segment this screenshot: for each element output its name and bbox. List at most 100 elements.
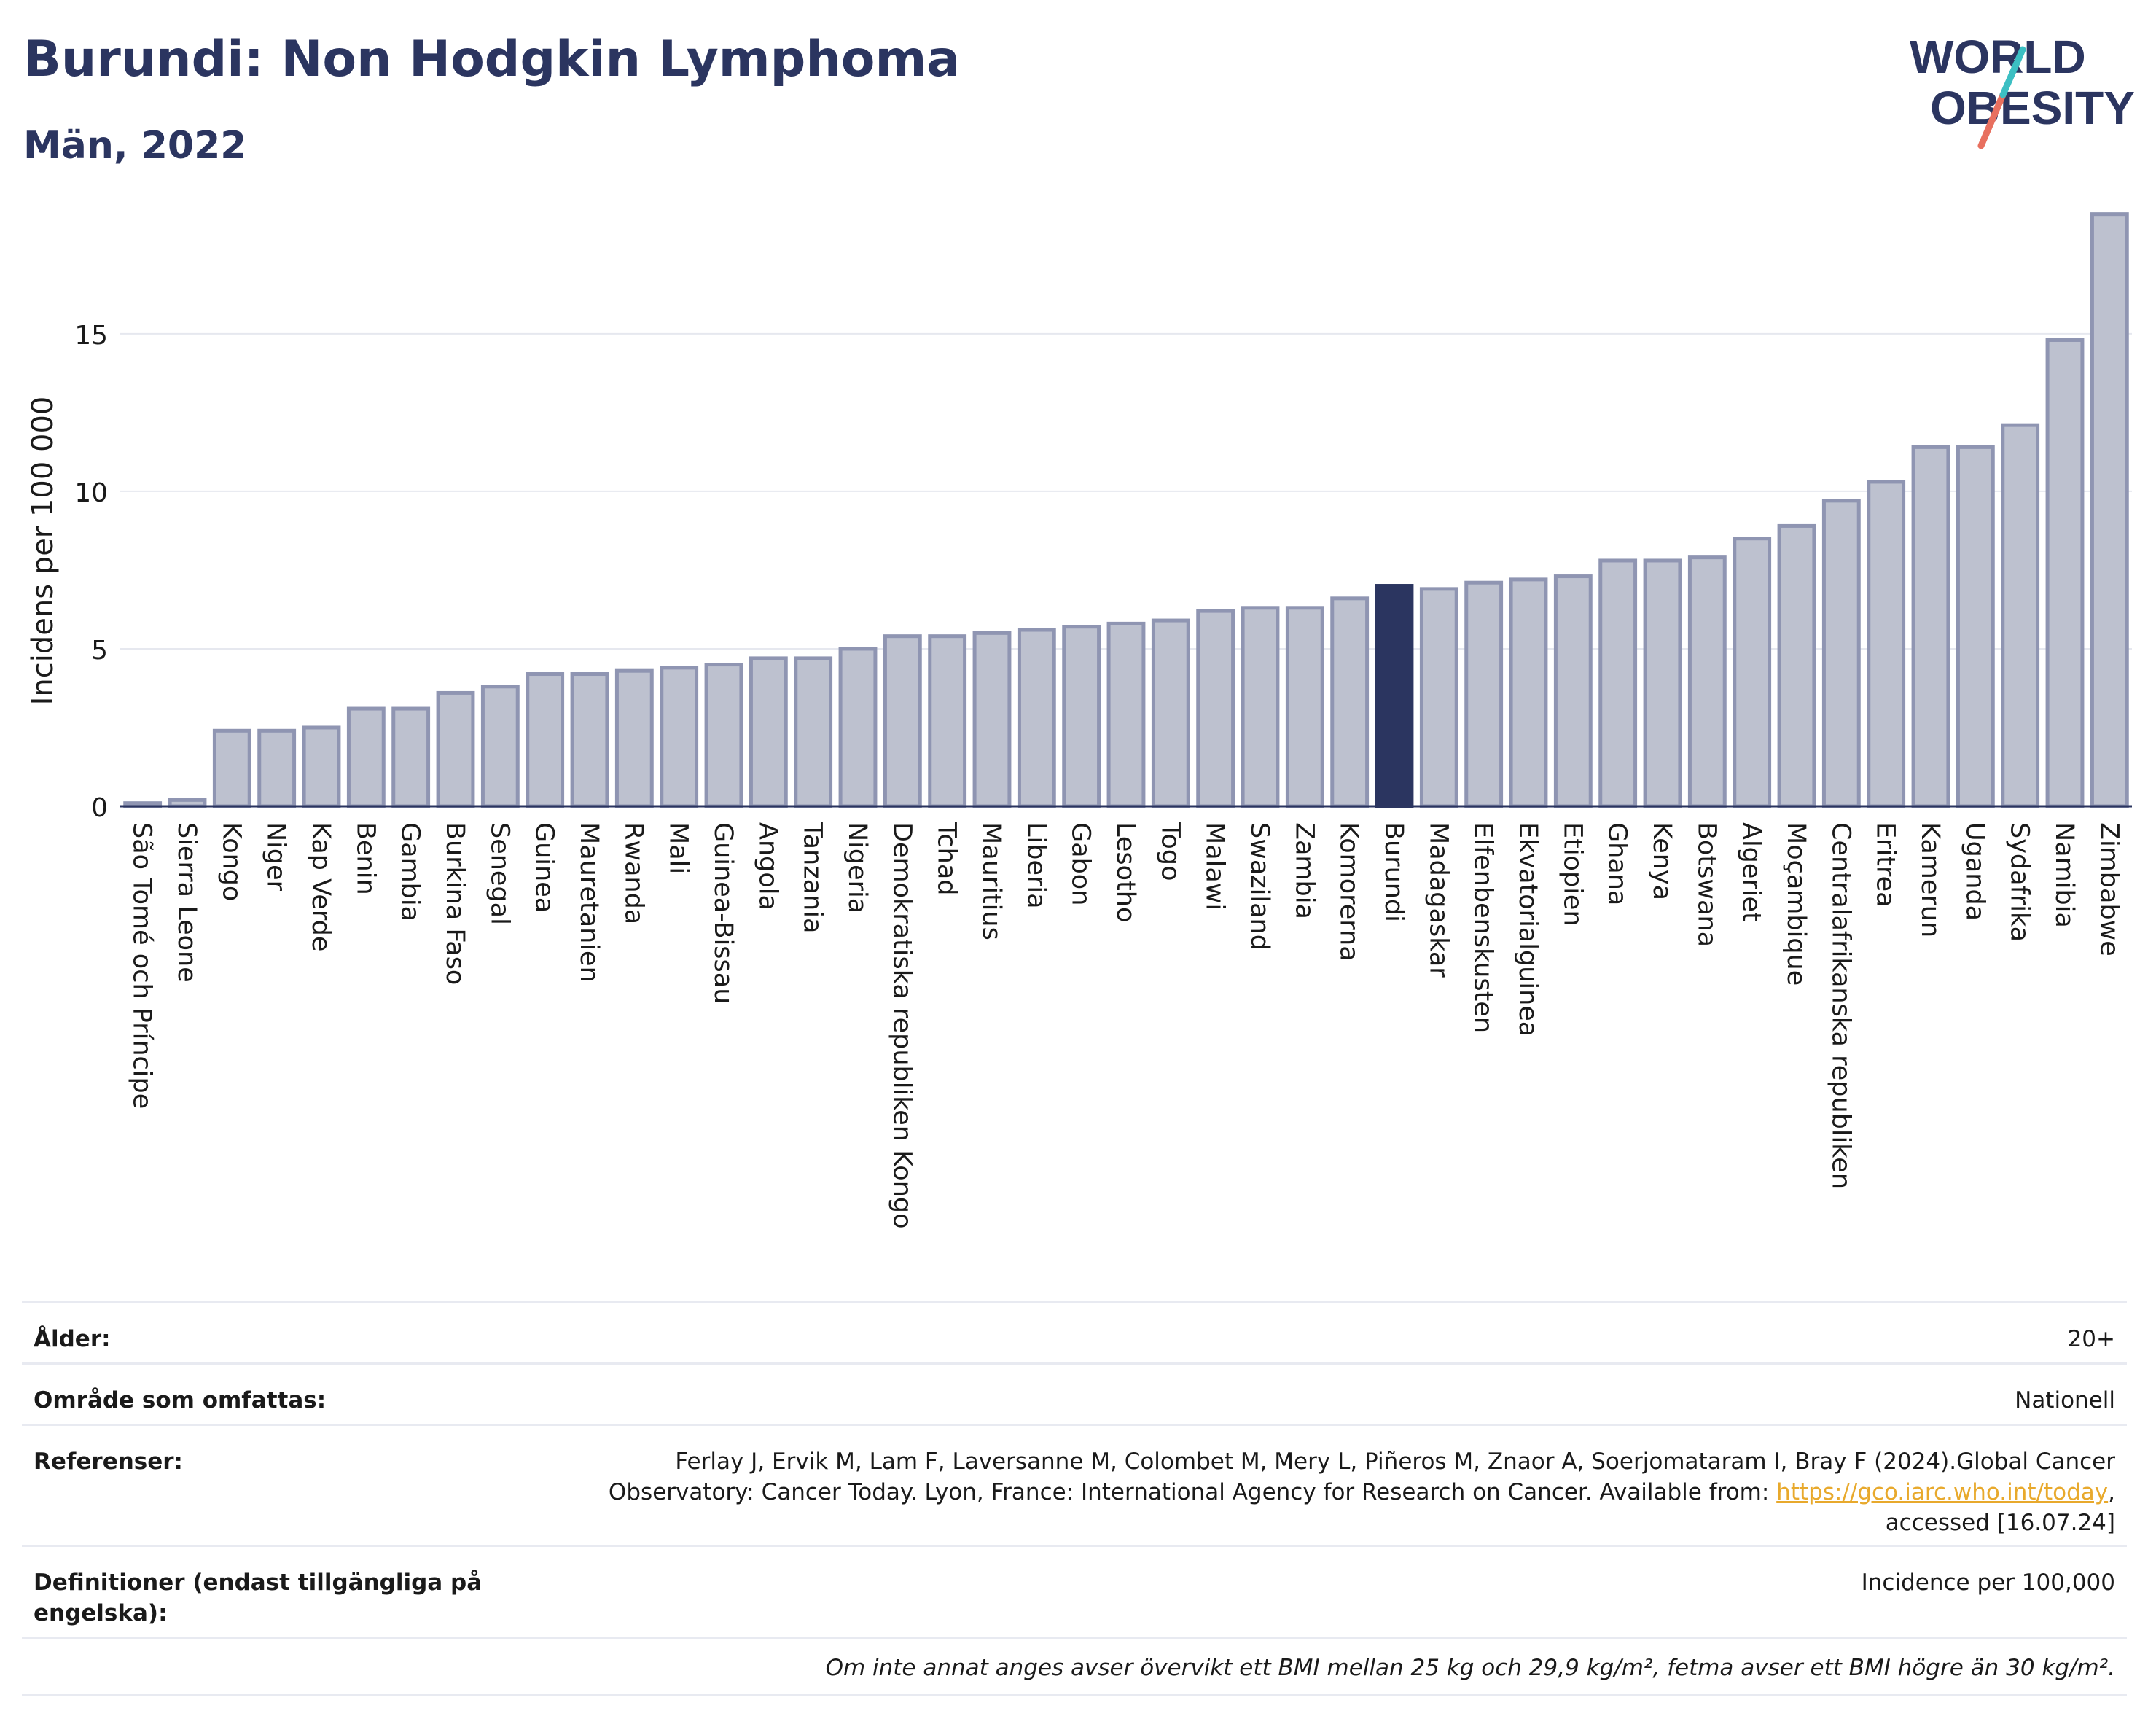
bar-44 (2090, 212, 2129, 808)
bar-17 (883, 634, 922, 808)
page-title: Burundi: Non Hodgkin Lymphoma (23, 31, 961, 88)
bar-14 (749, 656, 788, 808)
bar-43 (2045, 338, 2085, 808)
y-tick-label: 15 (74, 321, 108, 351)
x-tick-label: Guinea (530, 822, 559, 913)
area-row: Område som omfattas: Nationell (22, 1362, 2127, 1424)
x-tick-label: Uganda (1960, 822, 1989, 921)
x-tick-label: Gambia (396, 822, 425, 921)
x-tick-label: Burkina Faso (440, 822, 469, 985)
references-text: Ferlay J, Ervik M, Lam F, Laversanne M, … (608, 1449, 2115, 1505)
bar-32 (1553, 574, 1593, 808)
x-tick-label: Zimbabwe (2094, 822, 2123, 956)
bar-19 (972, 631, 1012, 808)
x-tick-label: Kongo (216, 822, 246, 901)
age-row: Ålder: 20+ (22, 1301, 2127, 1362)
x-tick-label: Zambia (1289, 822, 1319, 919)
references-value: Ferlay J, Ervik M, Lam F, Laversanne M, … (585, 1446, 2115, 1545)
bar-29 (1419, 587, 1458, 808)
references-link[interactable]: https://gco.iarc.who.int/today (1776, 1479, 2109, 1505)
bar-2 (212, 728, 251, 808)
y-tick-label: 0 (91, 793, 108, 823)
bar-25 (1241, 606, 1280, 808)
x-tick-label: Namibia (2050, 822, 2079, 928)
x-tick-label: Eritrea (1871, 822, 1900, 908)
bar-3 (257, 728, 297, 808)
x-tick-label: Guinea-Bissau (708, 822, 738, 1004)
bar-35 (1687, 555, 1727, 808)
x-tick-label: São Tomé och Príncipe (128, 822, 157, 1109)
bar-28 (1375, 584, 1414, 808)
x-tick-label: Tanzania (798, 822, 827, 933)
x-tick-label: Moçambique (1781, 822, 1811, 986)
x-tick-label: Malawi (1200, 822, 1230, 911)
x-tick-label: Centralafrikanska republiken (1826, 822, 1855, 1189)
bar-6 (391, 706, 431, 808)
world-obesity-logo: WORLD OBESITY (1910, 31, 2135, 149)
bar-31 (1509, 577, 1548, 808)
bmi-note: Om inte annat anges avser övervikt ett B… (22, 1637, 2127, 1696)
x-tick-label: Liberia (1021, 822, 1050, 909)
bar-chart: 0 5 10 15 Incidens per 100 000 São Tomé och P… (26, 212, 2132, 1229)
bar-4 (302, 725, 341, 808)
definitions-label: Definitioner (endast tillgängliga på eng… (34, 1570, 483, 1626)
bar-15 (794, 656, 833, 808)
x-tick-label: Etiopien (1558, 822, 1587, 927)
definitions-row: Definitioner (endast tillgängliga på eng… (22, 1545, 2127, 1637)
bar-9 (526, 672, 565, 808)
bar-33 (1598, 558, 1638, 808)
references-label: Referenser: (34, 1449, 183, 1475)
x-tick-label: Elfenbenskusten (1469, 822, 1498, 1033)
references-accessed: , accessed [16.07.24] (1885, 1479, 2115, 1536)
x-tick-label: Angola (753, 822, 782, 911)
x-tick-label: Kamerun (1915, 822, 1945, 937)
bar-16 (838, 647, 878, 808)
x-tick-label: Niger (262, 822, 291, 892)
bar-23 (1151, 618, 1190, 808)
age-value: 20+ (2067, 1326, 2115, 1352)
area-value: Nationell (2015, 1387, 2115, 1414)
bar-26 (1285, 606, 1324, 808)
bar-24 (1196, 609, 1235, 808)
x-tick-label: Mali (664, 822, 693, 874)
bar-13 (704, 663, 743, 808)
x-tick-label: Kap Verde (306, 822, 335, 951)
x-tick-label: Komorerna (1335, 822, 1364, 962)
bar-41 (1956, 445, 1995, 808)
x-tick-label: Burundi (1379, 822, 1408, 922)
x-tick-label: Swaziland (1245, 822, 1274, 951)
x-tick-label: Togo (1155, 822, 1184, 881)
info-table: Ålder: 20+ Område som omfattas: Nationel… (22, 1301, 2127, 1696)
x-tick-label: Nigeria (843, 822, 872, 913)
x-tick-label: Madagaskar (1423, 822, 1453, 978)
x-tick-label: Botswana (1692, 822, 1721, 947)
x-tick-label: Ghana (1603, 822, 1632, 905)
x-tick-label: Senegal (485, 822, 514, 925)
x-tick-label: Algeriet (1737, 822, 1766, 922)
x-tick-label: Demokratiska republiken Kongo (887, 822, 916, 1229)
page-subtitle: Män, 2022 (23, 124, 247, 168)
bar-34 (1643, 558, 1682, 808)
logo-line2: OBESITY (1930, 82, 2135, 134)
x-tick-label: Tchad (932, 822, 961, 896)
bar-8 (480, 685, 520, 808)
bar-10 (570, 672, 609, 808)
bar-39 (1867, 480, 1906, 808)
bar-21 (1062, 625, 1101, 808)
definitions-value: Incidence per 100,000 (1861, 1570, 2115, 1596)
x-tick-label: Ekvatorialguinea (1513, 822, 1542, 1037)
bar-40 (1911, 445, 1950, 808)
bar-11 (614, 668, 654, 808)
bar-20 (1017, 628, 1056, 808)
bar-27 (1330, 596, 1370, 808)
y-tick-label: 10 (74, 478, 108, 508)
references-row: Referenser: Ferlay J, Ervik M, Lam F, La… (22, 1424, 2127, 1545)
bar-18 (928, 634, 967, 808)
bar-7 (436, 690, 475, 808)
bar-37 (1777, 523, 1816, 808)
bar-36 (1733, 537, 1772, 808)
x-tick-label: Kenya (1647, 822, 1676, 900)
x-tick-label: Rwanda (619, 822, 648, 924)
bar-30 (1464, 580, 1504, 808)
x-tick-label: Benin (351, 822, 380, 895)
